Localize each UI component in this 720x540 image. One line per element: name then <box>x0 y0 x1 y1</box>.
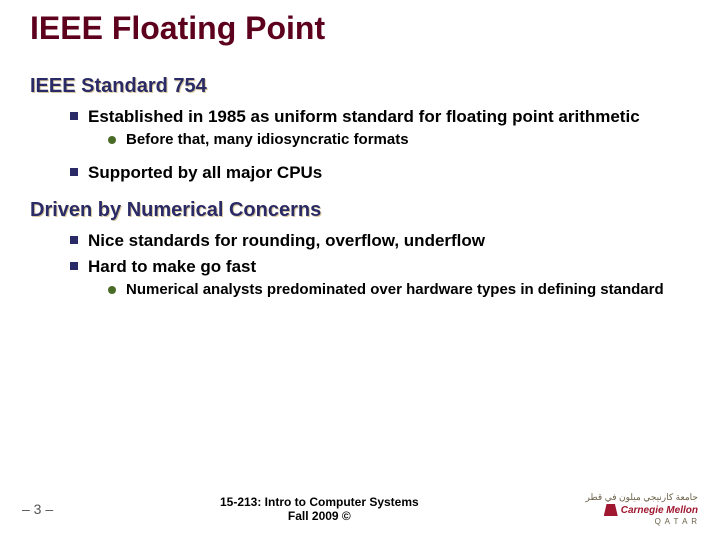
logo-main-row: Carnegie Mellon <box>604 504 698 516</box>
list-item-text: Nice standards for rounding, overflow, u… <box>88 230 485 251</box>
section-heading-1: IEEE Standard 754 <box>30 75 690 98</box>
sub-list-item-text: Before that, many idiosyncratic formats <box>126 131 409 150</box>
logo-sub-text: Q A T A R <box>655 517 698 526</box>
list-item: Nice standards for rounding, overflow, u… <box>70 230 690 251</box>
circle-bullet-icon <box>108 136 116 144</box>
footer-course-info: 15-213: Intro to Computer Systems Fall 2… <box>220 495 419 524</box>
square-bullet-icon <box>70 262 78 270</box>
slide-title: IEEE Floating Point <box>30 10 690 47</box>
list-item: Supported by all major CPUs <box>70 162 690 183</box>
sub-list-item-text: Numerical analysts predominated over har… <box>126 281 664 300</box>
logo-main-text: Carnegie Mellon <box>621 505 698 516</box>
footer-line2: Fall 2009 © <box>220 509 419 523</box>
list-item: Established in 1985 as uniform standard … <box>70 106 690 127</box>
logo-shield-icon <box>604 504 618 516</box>
slide-footer: – 3 – 15-213: Intro to Computer Systems … <box>0 492 720 526</box>
square-bullet-icon <box>70 168 78 176</box>
page-number: – 3 – <box>22 501 53 517</box>
list-item-text: Hard to make go fast <box>88 256 256 277</box>
slide-body: IEEE Floating Point IEEE Standard 754 Es… <box>0 0 720 300</box>
square-bullet-icon <box>70 112 78 120</box>
section-heading-2: Driven by Numerical Concerns <box>30 199 690 222</box>
circle-bullet-icon <box>108 286 116 294</box>
sub-list-item: Numerical analysts predominated over har… <box>108 281 690 300</box>
square-bullet-icon <box>70 236 78 244</box>
cmu-qatar-logo: جامعة كارنيجي ميلون في قطر Carnegie Mell… <box>586 492 698 526</box>
sub-list-item: Before that, many idiosyncratic formats <box>108 131 690 150</box>
list-item-text: Established in 1985 as uniform standard … <box>88 106 640 127</box>
list-item-text: Supported by all major CPUs <box>88 162 322 183</box>
list-item: Hard to make go fast <box>70 256 690 277</box>
footer-line1: 15-213: Intro to Computer Systems <box>220 495 419 509</box>
logo-arabic-text: جامعة كارنيجي ميلون في قطر <box>586 492 698 503</box>
